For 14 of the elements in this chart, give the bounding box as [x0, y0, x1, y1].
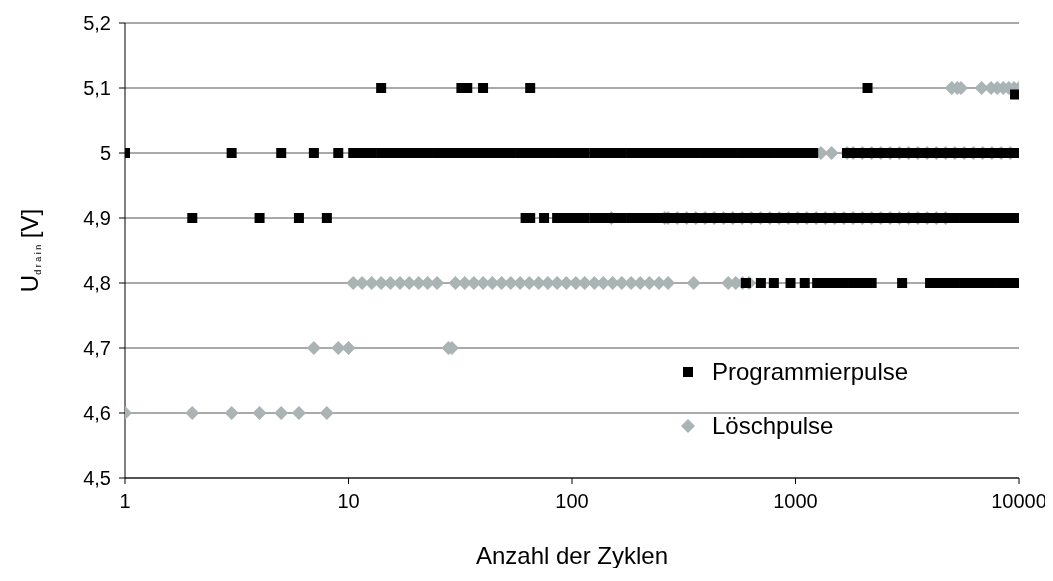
y-tick-label: 4,6 [83, 402, 111, 425]
y-tick-label: 5,2 [83, 12, 111, 35]
x-tick-label: 10 [337, 490, 360, 513]
legend-label: Programmierpulse [712, 358, 909, 386]
x-tick-label: 100 [555, 490, 589, 513]
y-tick-label: 5,1 [83, 77, 111, 100]
x-tick-label: 1000 [773, 490, 818, 513]
y-tick-label: 4,9 [83, 207, 111, 230]
x-tick-label: 1 [119, 490, 131, 513]
legend-label: Löschpulse [712, 412, 834, 440]
y-tick-label: 4,5 [83, 467, 111, 490]
y-tick-label: 5 [99, 142, 111, 165]
y-tick-label: 4,7 [83, 337, 111, 360]
y-tick-label: 4,8 [83, 272, 111, 295]
